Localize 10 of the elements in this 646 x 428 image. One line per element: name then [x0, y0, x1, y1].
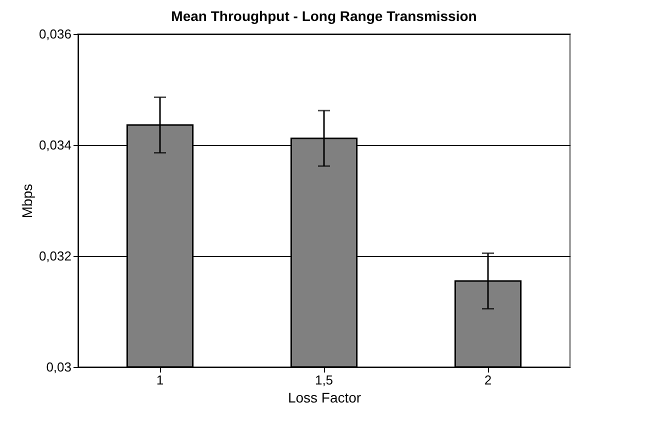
y-tick-label: 0,032 — [38, 248, 72, 264]
x-tick-label: 2 — [484, 372, 492, 388]
y-tick-label: 0,036 — [38, 26, 72, 42]
chart-title: Mean Throughput - Long Range Transmission — [171, 8, 477, 24]
y-axis-title: Mbps — [18, 184, 35, 218]
y-tick-label: 0,03 — [46, 360, 72, 374]
x-axis-title: Loss Factor — [288, 390, 362, 406]
y-tick-label: 0,034 — [38, 138, 72, 152]
x-tick-label: 1 — [156, 372, 164, 388]
x-tick-label: 1,5 — [314, 372, 334, 388]
